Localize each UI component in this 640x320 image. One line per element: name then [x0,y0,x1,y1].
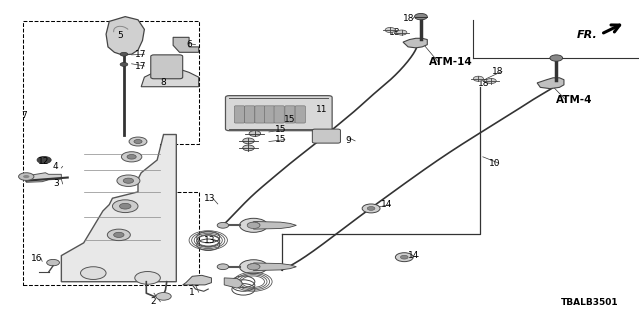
Text: 5: 5 [118,31,124,40]
Text: 18: 18 [478,79,490,88]
Circle shape [239,260,268,274]
Circle shape [114,232,124,237]
Text: 7: 7 [21,111,27,120]
Circle shape [129,137,147,146]
Circle shape [108,229,131,241]
Circle shape [401,255,408,259]
Text: ATM-4: ATM-4 [556,95,593,105]
FancyBboxPatch shape [151,55,182,79]
Text: 12: 12 [38,157,49,166]
Polygon shape [106,17,145,55]
Circle shape [247,264,260,270]
FancyBboxPatch shape [225,96,332,131]
Text: 14: 14 [381,200,392,209]
Circle shape [249,131,260,136]
Text: 11: 11 [316,105,327,114]
Text: 15: 15 [275,125,287,134]
Circle shape [239,218,268,232]
Polygon shape [253,221,296,229]
FancyBboxPatch shape [285,106,295,123]
Circle shape [367,206,375,210]
Circle shape [120,62,128,66]
Circle shape [396,253,413,262]
Circle shape [113,200,138,212]
Polygon shape [173,37,198,52]
Text: 2: 2 [151,297,156,306]
Text: 16: 16 [31,254,43,263]
FancyBboxPatch shape [264,106,275,123]
Text: 3: 3 [53,180,59,188]
Circle shape [135,271,161,284]
Text: 15: 15 [284,115,295,124]
Polygon shape [537,78,564,89]
Circle shape [120,52,128,56]
Circle shape [247,222,260,228]
Polygon shape [253,263,296,270]
Polygon shape [141,68,198,87]
Circle shape [122,152,142,162]
Circle shape [124,178,134,183]
Polygon shape [403,38,428,48]
Circle shape [385,28,396,33]
Circle shape [397,30,407,35]
Circle shape [47,260,60,266]
Circle shape [243,145,254,151]
Circle shape [117,175,140,187]
Text: 13: 13 [204,236,215,245]
Text: TBALB3501: TBALB3501 [561,298,619,307]
Circle shape [120,203,131,209]
Text: 18: 18 [403,14,415,23]
Circle shape [23,175,29,178]
FancyBboxPatch shape [312,129,340,143]
Circle shape [19,173,34,180]
Circle shape [473,76,483,81]
Circle shape [550,55,563,61]
Polygon shape [182,275,211,285]
Text: 8: 8 [161,78,166,87]
Circle shape [134,140,142,144]
Text: 6: 6 [186,40,191,49]
Circle shape [37,156,51,164]
FancyBboxPatch shape [295,106,305,123]
FancyBboxPatch shape [234,106,244,123]
Text: 10: 10 [489,159,500,168]
Circle shape [362,204,380,213]
Polygon shape [224,278,242,288]
Text: 14: 14 [408,251,419,260]
Text: 13: 13 [204,194,215,204]
FancyBboxPatch shape [244,106,255,123]
Polygon shape [26,173,61,182]
FancyBboxPatch shape [274,106,284,123]
Text: 4: 4 [53,162,59,171]
Circle shape [243,138,254,144]
Text: 1: 1 [189,288,195,297]
Circle shape [127,155,136,159]
Circle shape [415,13,428,20]
Circle shape [81,267,106,279]
Circle shape [486,78,496,84]
Text: 17: 17 [135,50,147,59]
Text: 18: 18 [389,28,401,37]
Text: 17: 17 [135,61,147,70]
Text: 9: 9 [346,136,351,145]
Circle shape [217,222,228,228]
Text: FR.: FR. [577,30,598,40]
Text: ATM-14: ATM-14 [429,57,472,67]
Text: 15: 15 [275,135,287,144]
Circle shape [217,264,228,270]
FancyBboxPatch shape [255,106,265,123]
Polygon shape [61,134,176,282]
Circle shape [156,292,172,300]
Text: 18: 18 [492,67,504,76]
